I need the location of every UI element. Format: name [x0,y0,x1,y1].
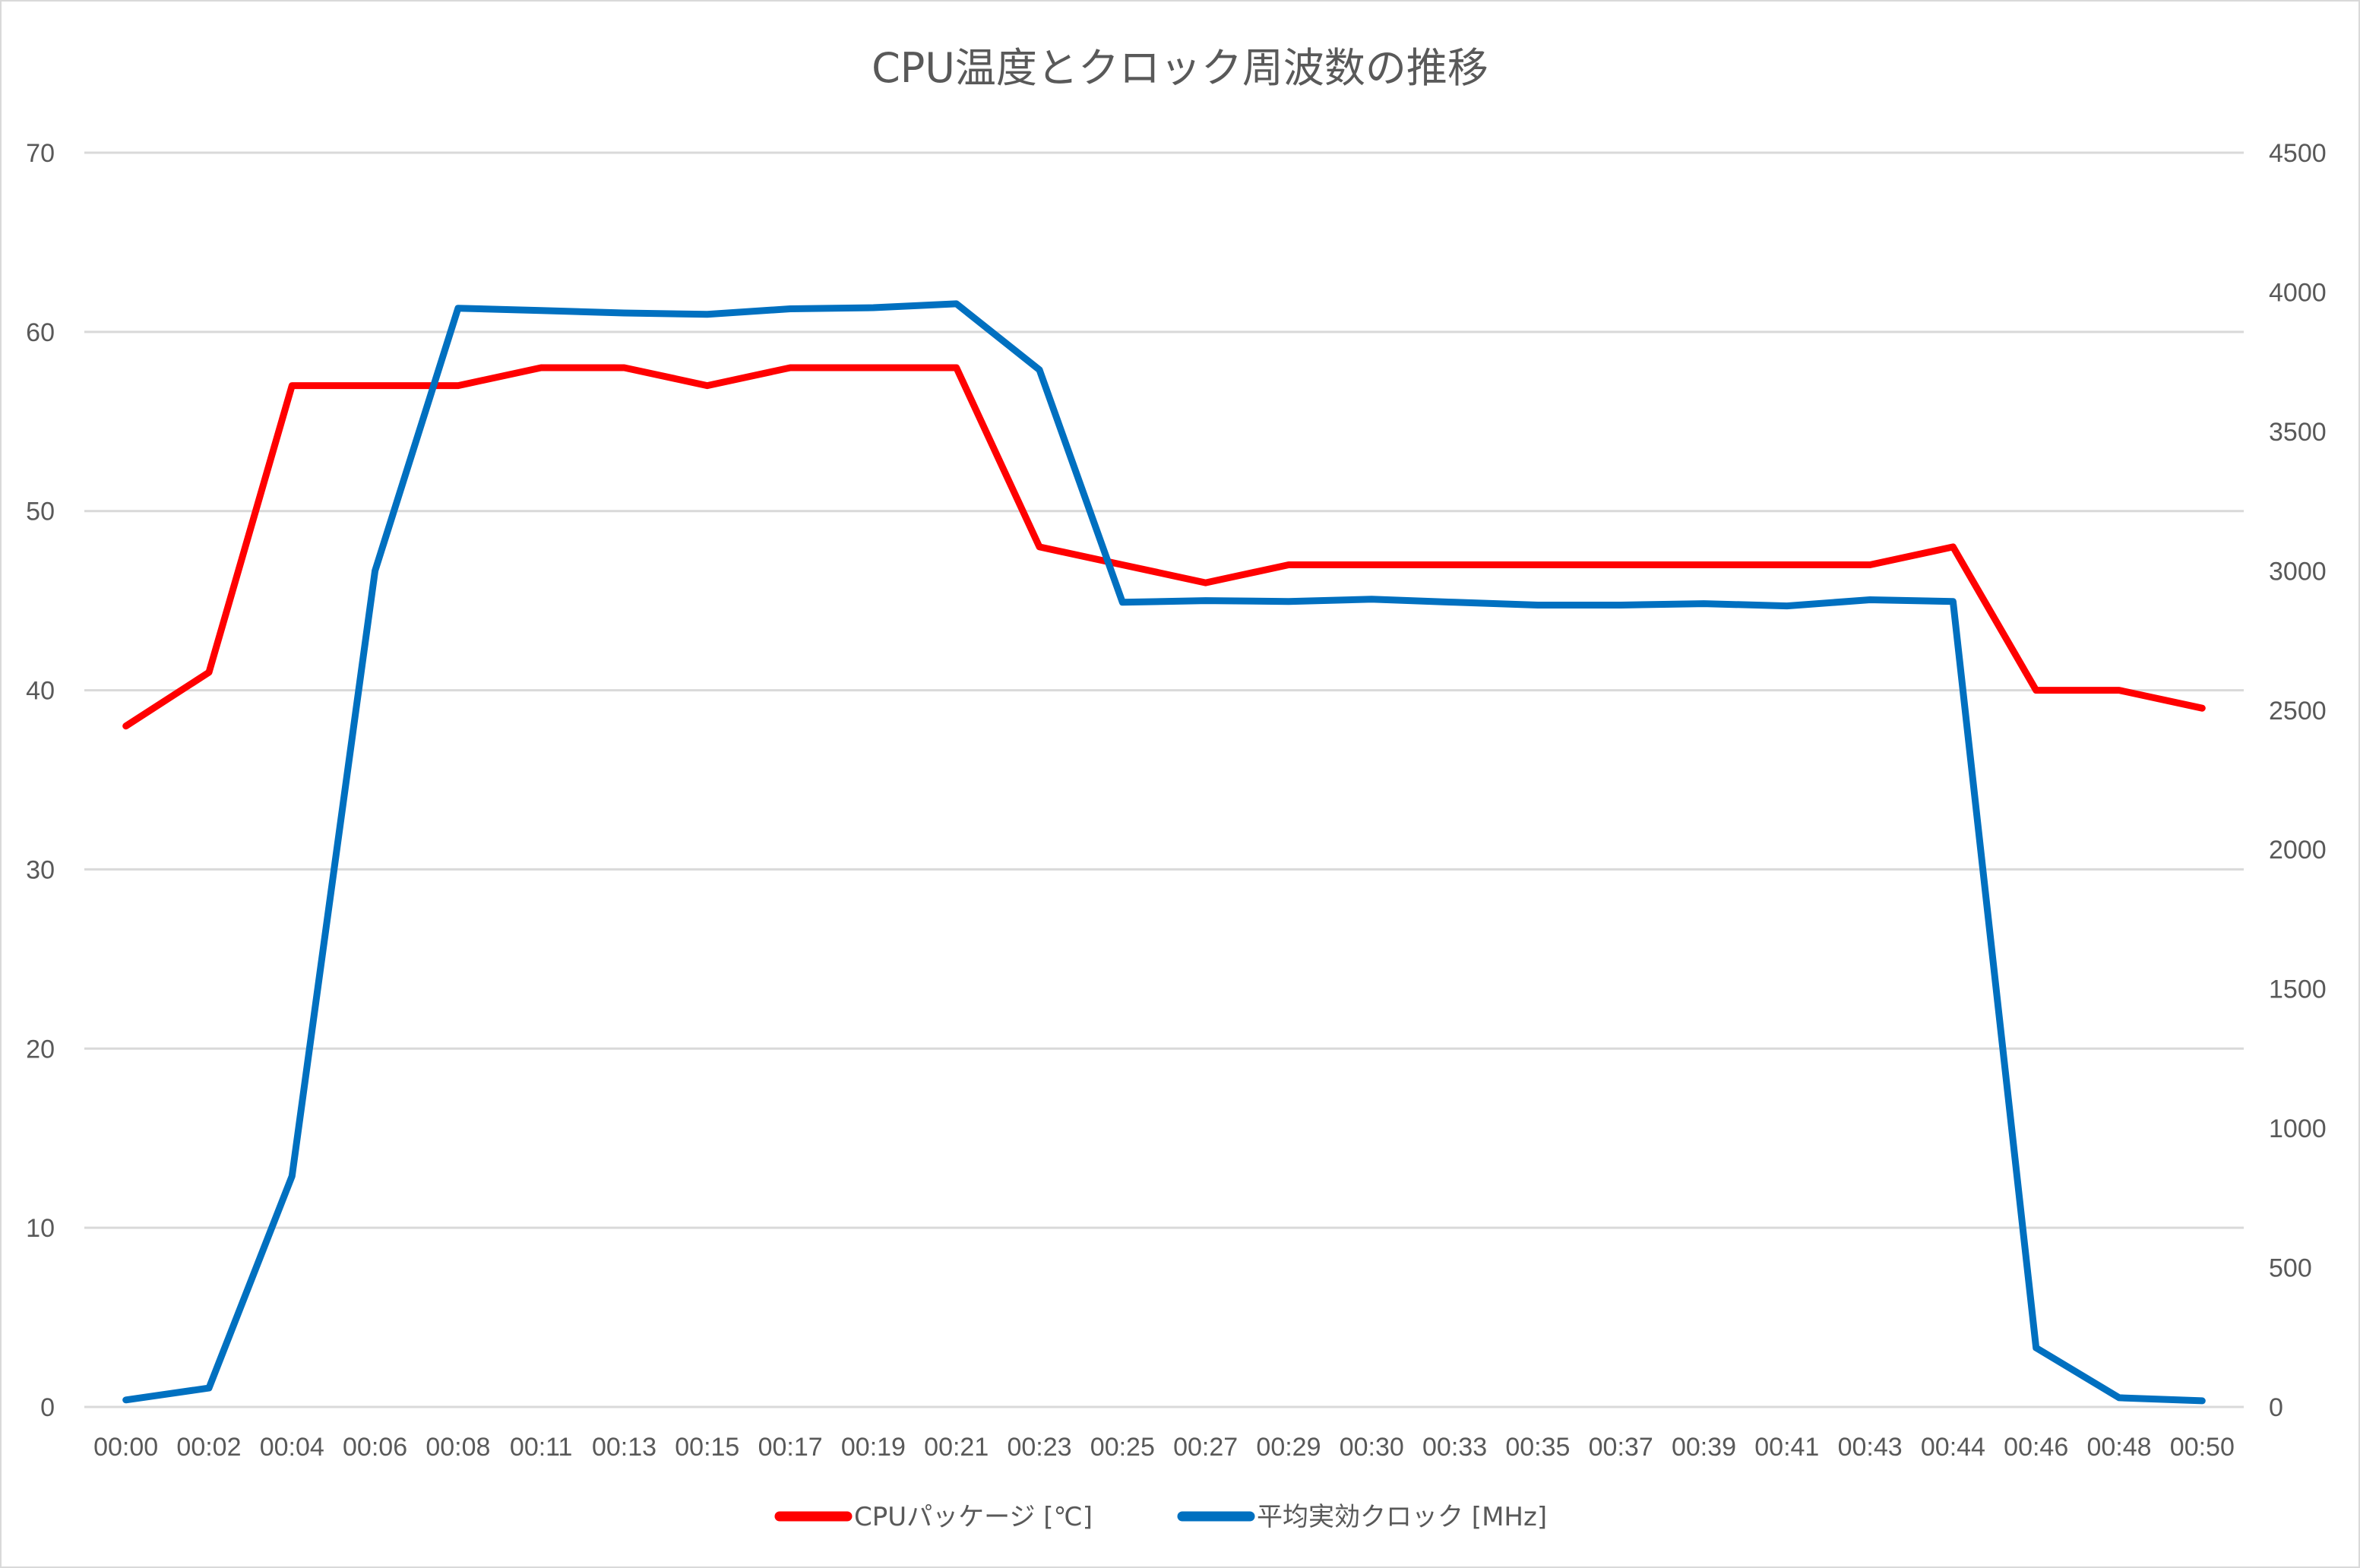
right-axis-tick-label: 4500 [2269,139,2327,168]
legend-label-avg-clock: 平均実効クロック [MHz] [1257,1502,1547,1532]
legend-item-cpu-package[interactable]: CPUパッケージ [℃] [774,1502,1093,1532]
x-axis-tick-label: 00:37 [1589,1433,1653,1462]
avg-effective-clock-line [122,300,2206,1405]
x-axis-tick-label: 00:02 [176,1433,241,1462]
x-axis-tick-label: 00:27 [1173,1433,1238,1462]
x-axis-tick-label: 00:23 [1007,1433,1071,1462]
x-axis-tick-label: 00:44 [1921,1433,1985,1462]
x-axis-tick-label: 00:43 [1838,1433,1903,1462]
x-axis-tick-label: 00:39 [1672,1433,1736,1462]
left-axis-tick-label: 60 [26,318,55,347]
gridlines [84,151,2244,1408]
x-axis-tick-label: 00:06 [343,1433,407,1462]
x-axis-tick-label: 00:21 [924,1433,989,1462]
right-axis-tick-label: 0 [2269,1393,2283,1422]
right-axis-tick-label: 500 [2269,1254,2312,1283]
cpu-package-temp-line [122,364,2206,730]
x-axis-ticks: 00:00 00:02 00:04 00:06 00:08 00:11 00:13 00:15… [93,1433,2235,1462]
right-axis-tick-label: 1000 [2269,1114,2327,1143]
right-axis-ticks: 0 500 1000 1500 2000 2500 3000 3500 4000 4500 [2269,139,2327,1422]
x-axis-tick-label: 00:33 [1422,1433,1487,1462]
x-axis-tick-label: 00:13 [592,1433,656,1462]
x-axis-tick-label: 00:35 [1505,1433,1570,1462]
left-axis-tick-label: 30 [26,855,55,884]
right-axis-tick-label: 2000 [2269,836,2327,865]
x-axis-tick-label: 00:17 [758,1433,823,1462]
x-axis-tick-label: 00:08 [425,1433,490,1462]
left-axis-tick-label: 20 [26,1035,55,1064]
x-axis-tick-label: 00:04 [260,1433,324,1462]
chart-title: CPU温度とクロック周波数の推移 [872,44,1488,92]
x-axis-tick-label: 00:30 [1340,1433,1404,1462]
x-axis-tick-label: 00:11 [510,1433,573,1462]
right-axis-tick-label: 4000 [2269,278,2327,307]
x-axis-tick-label: 00:46 [2004,1433,2068,1462]
x-axis-tick-label: 00:19 [841,1433,906,1462]
legend-item-avg-clock[interactable]: 平均実効クロック [MHz] [1177,1502,1547,1532]
left-axis-tick-label: 70 [26,139,55,168]
x-axis-tick-label: 00:41 [1754,1433,1819,1462]
right-axis-tick-label: 3000 [2269,557,2327,586]
left-axis-tick-label: 40 [26,677,55,706]
x-axis-tick-label: 00:00 [93,1433,158,1462]
left-axis-tick-label: 0 [40,1393,55,1422]
left-axis-ticks: 0 10 20 30 40 50 60 70 [26,139,55,1422]
legend: CPUパッケージ [℃] 平均実効クロック [MHz] [774,1502,1547,1532]
x-axis-tick-label: 00:25 [1090,1433,1155,1462]
right-axis-tick-label: 3500 [2269,418,2327,447]
right-axis-tick-label: 1500 [2269,975,2327,1004]
x-axis-tick-label: 00:15 [675,1433,739,1462]
left-axis-tick-label: 10 [26,1214,55,1243]
right-axis-tick-label: 2500 [2269,697,2327,726]
left-axis-tick-label: 50 [26,498,55,526]
x-axis-tick-label: 00:48 [2086,1433,2151,1462]
legend-label-cpu-package: CPUパッケージ [℃] [854,1502,1093,1532]
x-axis-tick-label: 00:29 [1256,1433,1321,1462]
x-axis-tick-label: 00:50 [2170,1433,2235,1462]
